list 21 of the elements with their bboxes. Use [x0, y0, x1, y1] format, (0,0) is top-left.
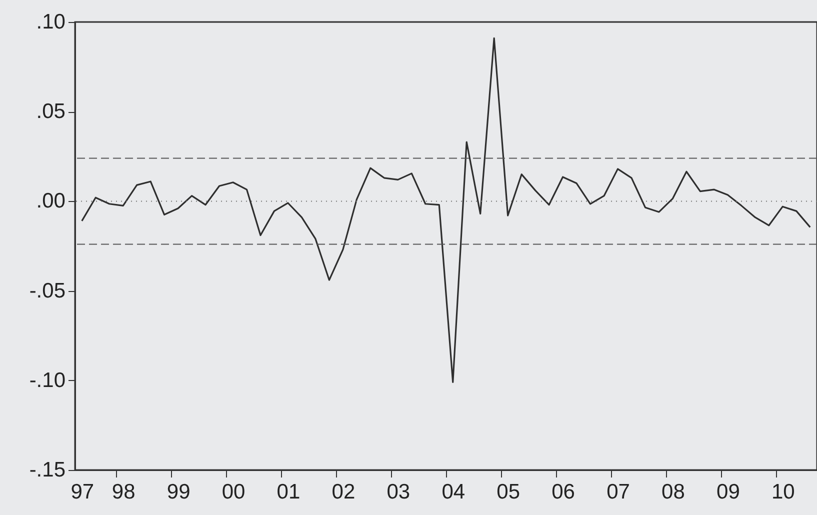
x-tick-label: 00	[222, 480, 246, 504]
x-tick-label: 03	[386, 480, 410, 504]
x-tick-label: 01	[276, 480, 300, 504]
x-tick-label: 10	[771, 480, 795, 504]
x-tick-label: 07	[606, 480, 630, 504]
x-tick-label: 98	[112, 480, 136, 504]
x-tick-label: 06	[552, 480, 575, 504]
x-tick-label: 09	[716, 480, 740, 504]
y-tick-label: -.15	[29, 458, 66, 482]
x-tick-label: 08	[662, 480, 685, 504]
line-series	[81, 37, 811, 383]
y-tick-label: .05	[36, 100, 66, 124]
x-tick-label: 99	[166, 480, 190, 504]
y-tick-label: -.10	[29, 368, 66, 392]
y-tick-label: -.05	[29, 279, 66, 302]
x-tick-label: 05	[496, 480, 520, 504]
x-tick-label: 04	[442, 480, 466, 504]
x-tick-label: 02	[332, 480, 356, 504]
x-tick-label: 97	[70, 480, 94, 504]
y-tick-label: .00	[36, 190, 66, 213]
y-tick-label: .10	[36, 10, 66, 34]
